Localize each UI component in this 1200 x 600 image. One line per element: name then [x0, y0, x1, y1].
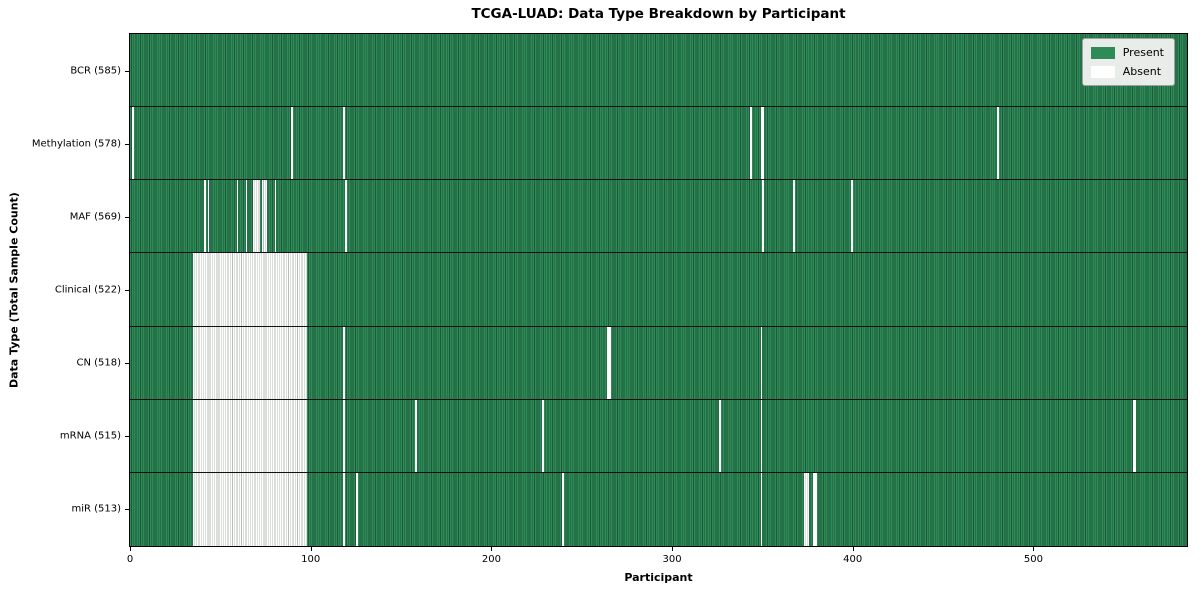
absent-stripe-miR [355, 472, 358, 546]
row-label-MAF: MAF (569) [69, 211, 121, 223]
y-tick-mark [125, 143, 129, 145]
row-label-miR: miR (513) [71, 503, 121, 515]
row-label-CN: CN (518) [76, 357, 121, 369]
row-band-Clinical [130, 253, 1187, 327]
x-tick-mark [672, 547, 674, 551]
y-tick-mark [125, 216, 129, 218]
legend-item-present: Present [1090, 46, 1164, 59]
absent-stripe-miR [561, 472, 564, 546]
absent-stripe-MAF [793, 180, 795, 253]
chart-title: TCGA-LUAD: Data Type Breakdown by Partic… [471, 6, 846, 22]
absent-stripe-MAF [207, 180, 210, 253]
absent-stripe-mRNA [760, 399, 763, 472]
absent-swatch-icon [1090, 65, 1115, 78]
absent-stripe-Methylation [749, 107, 752, 180]
absent-stripe-mRNA [343, 399, 345, 472]
y-tick-mark [125, 290, 129, 291]
row-label-Methylation: Methylation (578) [31, 138, 121, 150]
x-tick-mark [491, 547, 493, 551]
x-tick-label: 0 [126, 554, 134, 565]
present-swatch-icon [1090, 46, 1115, 59]
x-tick-mark [1033, 547, 1035, 551]
row-label-Clinical: Clinical (522) [54, 284, 121, 296]
absent-stripe-Methylation [760, 107, 765, 180]
absent-stripe-miR [812, 472, 817, 546]
absent-stripe-MAF [204, 180, 206, 253]
x-tick-label: 300 [662, 554, 682, 565]
absent-stripe-Methylation [290, 107, 293, 180]
row-band-CN [130, 326, 1187, 400]
x-tick-label: 400 [843, 554, 863, 565]
row-band-mRNA [130, 399, 1187, 473]
absent-stripe-MAF [245, 180, 248, 253]
y-tick-mark [125, 436, 129, 438]
row-band-Methylation [130, 107, 1187, 181]
y-tick-mark [125, 363, 129, 365]
absent-stripe-miR [803, 472, 810, 546]
row-label-BCR: BCR (585) [70, 65, 121, 77]
row-band-BCR [130, 34, 1187, 108]
absent-stripe-miR [760, 472, 763, 546]
row-label-mRNA: mRNA (515) [59, 430, 121, 442]
x-tick-mark [310, 547, 312, 551]
absent-stripe-miR [193, 472, 308, 546]
absent-stripe-CN [343, 326, 345, 399]
absent-stripe-MAF [252, 180, 261, 253]
x-tick-label: 500 [1023, 554, 1043, 565]
absent-stripe-CN [760, 326, 763, 399]
absent-stripe-Methylation [131, 107, 134, 180]
legend-label-absent: Absent [1122, 65, 1162, 78]
x-tick-mark [852, 547, 854, 551]
absent-stripe-Clinical [193, 253, 308, 326]
absent-stripe-mRNA [541, 399, 544, 472]
absent-stripe-MAF [850, 180, 853, 253]
x-tick-mark [130, 547, 131, 551]
absent-stripe-miR [343, 472, 345, 546]
absent-stripe-mRNA [719, 399, 721, 472]
legend-label-present: Present [1122, 46, 1164, 59]
absent-stripe-MAF [345, 180, 347, 253]
y-tick-mark [125, 70, 129, 72]
x-axis-label: Participant [624, 571, 693, 584]
row-band-miR [130, 472, 1187, 546]
absent-stripe-CN [193, 326, 308, 399]
absent-stripe-MAF [274, 180, 277, 253]
absent-stripe-mRNA [193, 399, 308, 472]
plot-area: Present Absent [129, 33, 1188, 547]
y-tick-mark [125, 509, 129, 511]
absent-stripe-mRNA [415, 399, 418, 472]
absent-stripe-Methylation [343, 107, 345, 180]
absent-stripe-mRNA [1132, 399, 1137, 472]
absent-stripe-MAF [236, 180, 239, 253]
absent-stripe-MAF [261, 180, 268, 253]
row-band-MAF [130, 180, 1187, 254]
x-tick-label: 100 [301, 554, 321, 565]
absent-stripe-Methylation [997, 107, 1000, 180]
absent-stripe-MAF [762, 180, 765, 253]
absent-stripe-CN [607, 326, 611, 399]
legend-item-absent: Absent [1090, 65, 1164, 78]
legend: Present Absent [1081, 38, 1175, 86]
x-tick-label: 200 [481, 554, 501, 565]
